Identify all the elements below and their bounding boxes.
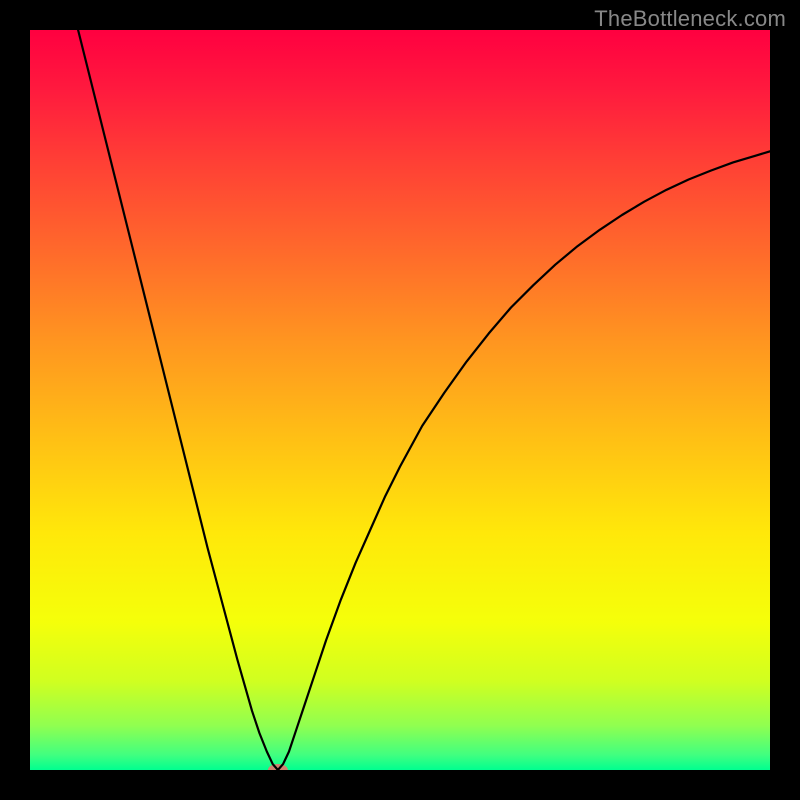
chart-background xyxy=(30,30,770,770)
canvas-root: TheBottleneck.com xyxy=(0,0,800,800)
watermark-text: TheBottleneck.com xyxy=(594,6,786,32)
bottleneck-curve-chart xyxy=(30,30,770,770)
